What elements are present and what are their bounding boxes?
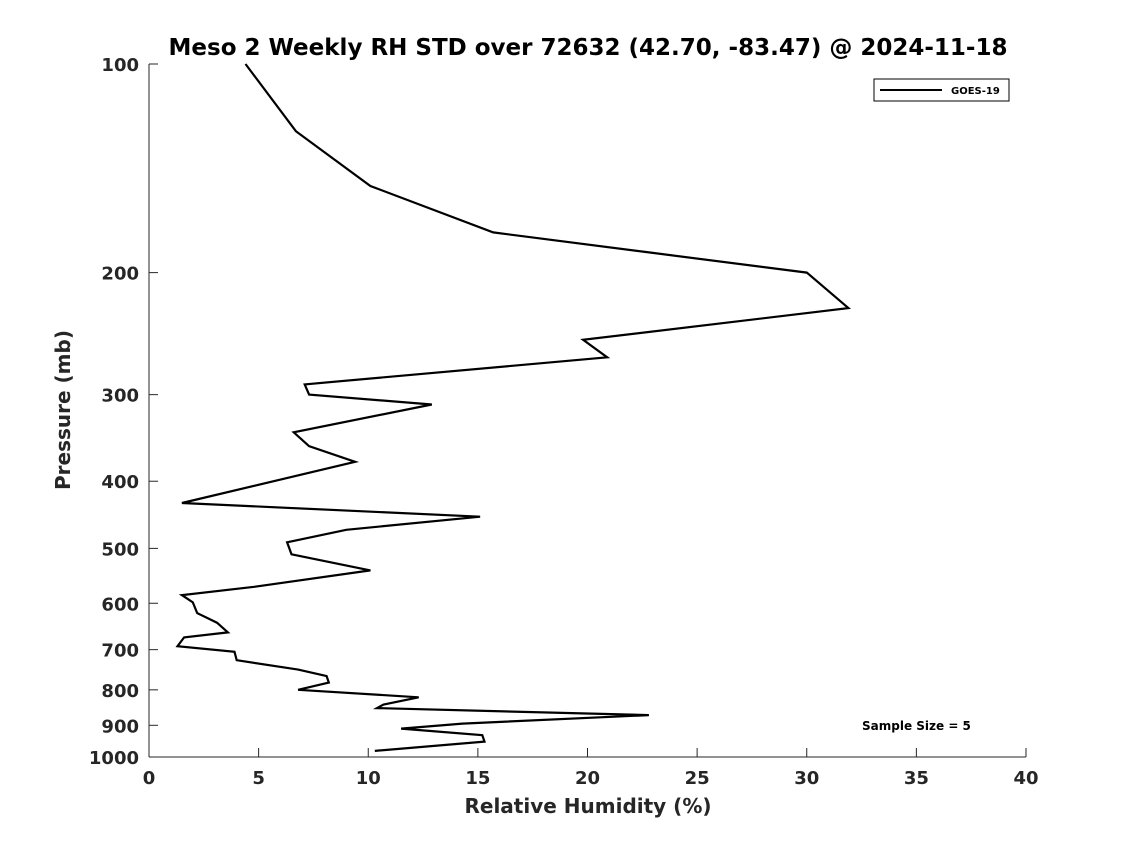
y-tick-label: 500 — [101, 539, 139, 560]
y-tick-label: 400 — [101, 472, 139, 493]
x-tick-label: 30 — [794, 768, 819, 789]
y-axis-label: Pressure (mb) — [51, 330, 75, 490]
series-line-goes-19 — [175, 63, 852, 752]
y-tick-label: 200 — [101, 264, 139, 285]
x-tick-label: 5 — [252, 768, 265, 789]
x-tick-label: 10 — [356, 768, 381, 789]
y-axis-ticks: 100 200 300 400 500 600 700 800 900 1000 — [89, 55, 158, 769]
legend: GOES-19 — [873, 78, 1010, 102]
x-tick-label: 40 — [1013, 768, 1038, 789]
x-tick-label: 25 — [685, 768, 710, 789]
y-tick-label: 700 — [101, 641, 139, 662]
x-axis-label: Relative Humidity (%) — [464, 794, 711, 818]
axes-frame — [148, 64, 1026, 758]
y-tick-label: 1000 — [89, 748, 139, 769]
y-tick-label: 600 — [101, 594, 139, 615]
chart-title: Meso 2 Weekly RH STD over 72632 (42.70, … — [169, 35, 1008, 61]
x-axis-ticks: 0 5 10 15 20 25 30 35 40 — [143, 748, 1039, 789]
y-tick-label: 100 — [101, 55, 139, 76]
y-tick-label: 300 — [101, 386, 139, 407]
legend-label-goes-19: GOES-19 — [951, 86, 1000, 97]
sample-size-annotation: Sample Size = 5 — [862, 719, 971, 733]
y-tick-label: 800 — [101, 681, 139, 702]
x-tick-label: 35 — [904, 768, 929, 789]
y-tick-label: 900 — [101, 716, 139, 737]
x-tick-label: 0 — [143, 768, 156, 789]
x-tick-label: 15 — [465, 768, 490, 789]
x-tick-label: 20 — [575, 768, 600, 789]
series-layer — [175, 63, 852, 752]
